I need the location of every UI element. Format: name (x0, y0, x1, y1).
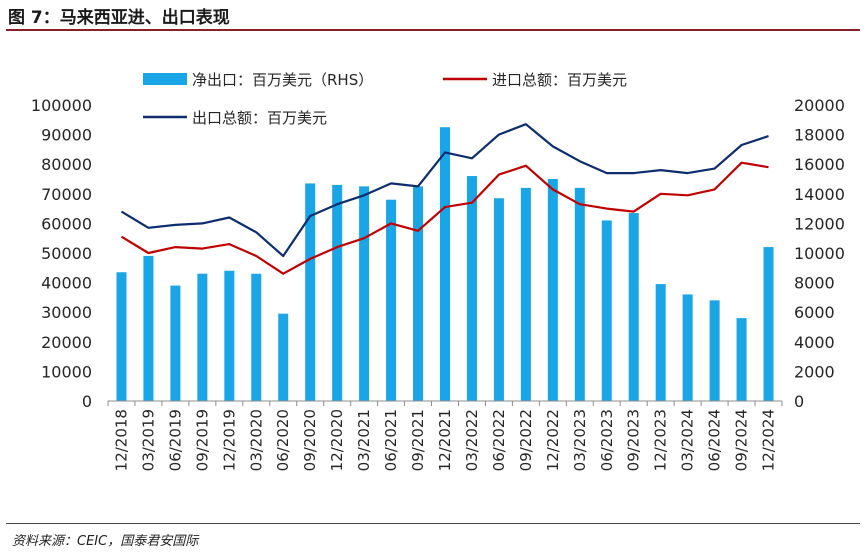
net-exports-bar (359, 186, 370, 401)
net-exports-bar (386, 199, 397, 401)
net-exports-bar (601, 220, 612, 401)
net-exports-bar (116, 272, 127, 401)
x-tick-label: 03/2024 (679, 409, 697, 471)
y-right-tick-label: 14000 (794, 185, 845, 204)
title-divider (6, 29, 860, 31)
legend-item-imports: 进口总额：百万美元 (443, 71, 627, 89)
x-tick-label: 12/2022 (544, 409, 562, 471)
legend-label: 进口总额：百万美元 (492, 71, 627, 89)
net-exports-bar (170, 285, 181, 401)
y-left-tick-label: 70000 (41, 185, 92, 204)
net-exports-bar (574, 187, 585, 401)
y-right-tick-label: 0 (794, 392, 804, 411)
x-tick-label: 06/2022 (490, 409, 508, 471)
x-tick-label: 03/2023 (571, 409, 589, 471)
x-tick-label: 06/2023 (598, 409, 616, 471)
x-tick-label: 06/2019 (166, 409, 184, 471)
y-left-tick-label: 40000 (41, 274, 92, 293)
net-exports-bars (116, 127, 774, 401)
y-left-tick-label: 30000 (41, 303, 92, 322)
legend-label: 出口总额：百万美元 (192, 109, 327, 127)
x-tick-label: 12/2024 (760, 409, 778, 471)
exports-line (120, 123, 769, 258)
y-left-tick-label: 100000 (31, 96, 92, 115)
y-right-tick-label: 12000 (794, 214, 845, 233)
net-exports-bar (736, 318, 747, 401)
net-exports-bar (682, 294, 693, 401)
trade-lines (120, 123, 769, 275)
y-right-tick-label: 8000 (794, 274, 835, 293)
source-note: 资料来源：CEIC，国泰君安国际 (12, 534, 199, 549)
imports-line (120, 161, 769, 275)
x-tick-label: 09/2019 (193, 409, 211, 471)
x-tick-label: 12/2019 (220, 409, 238, 471)
figure-title: 图 7：马来西亚进、出口表现 (8, 8, 230, 28)
legend-item-net-exports: 净出口：百万美元（RHS） (143, 71, 373, 89)
x-tick-label: 03/2020 (247, 409, 265, 471)
y-left-tick-label: 0 (82, 392, 92, 411)
footer-divider (6, 523, 860, 524)
x-tick-label: 09/2022 (517, 409, 535, 471)
net-exports-bar (440, 127, 450, 401)
x-tick-label: 09/2021 (409, 409, 427, 471)
y-right-tick-label: 18000 (794, 126, 845, 145)
x-tick-label: 03/2022 (463, 409, 481, 471)
x-tick-label: 12/2020 (328, 409, 346, 471)
net-exports-bar (143, 255, 154, 401)
x-tick-label: 03/2019 (139, 409, 157, 471)
x-tick-label: 12/2023 (652, 409, 670, 471)
y-left-tick-label: 50000 (41, 244, 92, 263)
y-left-tick-label: 60000 (41, 214, 92, 233)
net-exports-bar (332, 184, 343, 401)
y-left-tick-label: 80000 (41, 155, 92, 174)
x-tick-label: 09/2020 (301, 409, 319, 471)
x-tick-label: 06/2024 (706, 409, 724, 471)
net-exports-bar (413, 186, 424, 401)
y-right-tick-label: 20000 (794, 96, 845, 115)
net-exports-bar (197, 273, 208, 401)
net-exports-bar (493, 198, 504, 401)
net-exports-bar (709, 300, 720, 401)
x-tick-label: 12/2021 (436, 409, 454, 471)
net-exports-bar (628, 213, 639, 401)
legend-label: 净出口：百万美元（RHS） (192, 71, 373, 89)
x-tick-label: 06/2020 (274, 409, 292, 471)
net-exports-bar (520, 187, 531, 401)
axes: 12/2018 03/2019 06/2019 09/2019 12/2019 03/20… (31, 96, 845, 471)
y-left-tick-label: 20000 (41, 333, 92, 352)
net-exports-bar (547, 179, 558, 401)
y-right-tick-label: 2000 (794, 362, 835, 381)
net-exports-bar (655, 284, 666, 401)
x-tick-label: 09/2024 (733, 409, 751, 471)
y-left-tick-label: 10000 (41, 362, 92, 381)
y-right-tick-label: 16000 (794, 155, 845, 174)
net-exports-bar (305, 183, 316, 401)
y-right-tick-label: 6000 (794, 303, 835, 322)
x-tick-label: 12/2018 (112, 409, 130, 471)
net-exports-bar (224, 270, 235, 401)
y-right-tick-label: 4000 (794, 333, 835, 352)
net-exports-bar (278, 313, 289, 401)
net-exports-bar (466, 176, 477, 401)
legend-item-exports: 出口总额：百万美元 (143, 109, 327, 127)
legend-swatch-bar (143, 73, 187, 85)
net-exports-bar (763, 247, 774, 401)
x-tick-label: 09/2023 (625, 409, 643, 471)
trade-chart: 12/2018 03/2019 06/2019 09/2019 12/2019 03/20… (31, 71, 845, 471)
y-right-tick-label: 10000 (794, 244, 845, 263)
x-tick-label: 03/2021 (355, 409, 373, 471)
x-tick-label: 06/2021 (382, 409, 400, 471)
net-exports-bar (251, 273, 262, 401)
y-left-tick-label: 90000 (41, 126, 92, 145)
